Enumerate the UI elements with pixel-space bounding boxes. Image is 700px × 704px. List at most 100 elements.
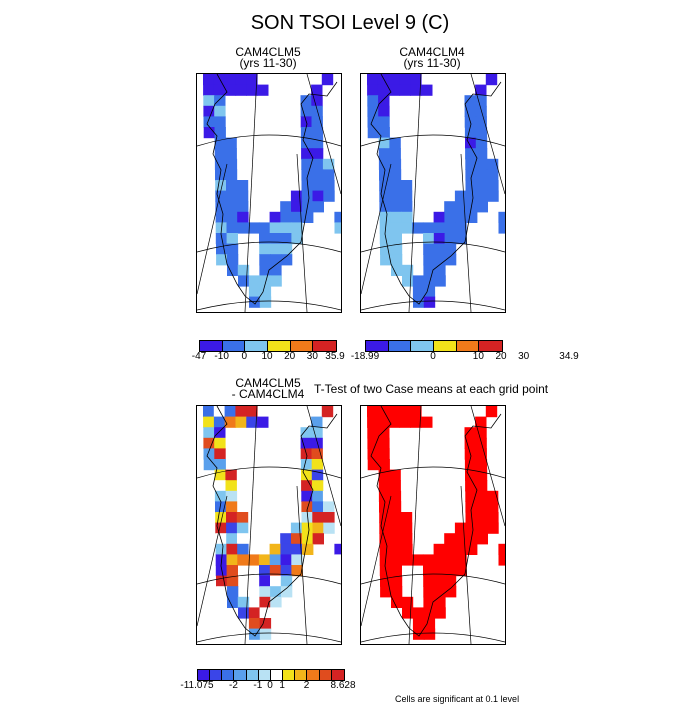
grid-cell (378, 116, 390, 128)
case1-map (197, 74, 341, 312)
grid-cell (312, 201, 324, 213)
grid-cell (455, 554, 467, 566)
grid-cell (257, 84, 269, 96)
grid-cell (402, 607, 414, 619)
colorbar-tick-label: 30 (306, 351, 318, 362)
grid-cell (312, 522, 324, 534)
grid-cell (269, 565, 282, 577)
grid-cell (423, 233, 435, 245)
grid-cell (455, 565, 467, 577)
grid-cell (301, 148, 313, 160)
grid-cell (475, 480, 488, 492)
grid-cell (475, 105, 487, 117)
meridian-line (244, 74, 258, 312)
grid-cell (400, 190, 413, 202)
grid-cell (226, 533, 238, 545)
grid-cell (412, 607, 425, 619)
grid-cell (388, 416, 401, 428)
grid-cell (259, 296, 272, 308)
grid-cell (413, 296, 425, 308)
grid-cell (433, 543, 445, 555)
grid-cell (323, 522, 335, 534)
grid-cell (380, 243, 392, 255)
grid-cell (423, 565, 435, 577)
grid-cell (321, 74, 334, 86)
grid-cell (423, 296, 436, 308)
grid-cell (399, 84, 411, 96)
case2-title-line1: CAM4CLM4 (399, 45, 465, 59)
grid-cell (423, 275, 435, 287)
grid-cell (422, 222, 435, 234)
coastline (206, 74, 338, 305)
grid-cell (476, 201, 488, 213)
grid-cell (215, 512, 227, 524)
grid-cell (367, 127, 380, 139)
grid-cell (213, 84, 226, 96)
page-title: SON TSOI Level 9 (C) (250, 12, 450, 34)
grid-cell (389, 490, 402, 502)
grid-cell (367, 437, 379, 449)
grid-cell (434, 275, 446, 287)
meridian-line (361, 495, 392, 627)
grid-cell (485, 74, 498, 86)
colorbar-tick-label: 10 (472, 351, 484, 362)
colorbar-tick-label: -18.99 (350, 351, 380, 362)
grid-cell (412, 286, 425, 298)
grid-cell (464, 427, 476, 439)
grid-cell (455, 211, 467, 223)
grid-cell (214, 95, 226, 107)
grid-cell (380, 254, 392, 266)
colorbar-swatch-0 (198, 670, 211, 680)
grid-cell (311, 416, 323, 428)
grid-cell (280, 254, 293, 266)
grid-cell (421, 84, 433, 96)
grid-cell (367, 116, 379, 128)
colorbar-tick-label: 0 (241, 351, 248, 362)
grid-cell (203, 416, 215, 428)
grid-cell (246, 84, 258, 96)
colorbar-swatch-10 (319, 670, 332, 680)
latitude-line (361, 300, 505, 311)
colorbar-tick-label: 30 (518, 351, 530, 362)
grid-cell (270, 586, 282, 598)
grid-cell (246, 406, 258, 418)
grid-cell (259, 565, 271, 577)
grid-cell (302, 211, 314, 223)
grid-cell (476, 190, 488, 202)
grid-cell (301, 180, 313, 192)
grid-cell (379, 180, 391, 192)
grid-cell (380, 586, 392, 598)
colorbar-tick-label: -1 (253, 680, 263, 691)
grid-cell (301, 169, 313, 181)
grid-cell (378, 427, 390, 439)
grid-cell (401, 533, 413, 545)
grid-cell (434, 254, 446, 266)
grid-cell (224, 406, 236, 418)
grid-cell (225, 148, 237, 160)
grid-cell (225, 169, 238, 181)
grid-cell (280, 222, 292, 234)
grid-cell (248, 286, 261, 298)
grid-cell (214, 459, 226, 471)
case2-title: CAM4CLM4 (yrs 11-30) (360, 45, 504, 69)
grid-cell (323, 501, 335, 513)
grid-cell (203, 406, 215, 418)
grid-cell (280, 243, 293, 255)
grid-cell (466, 543, 478, 555)
colorbar-swatch-4 (246, 670, 259, 680)
grid-cell (270, 243, 282, 255)
grid-cell (390, 565, 402, 577)
colorbar-swatch-4 (290, 341, 314, 351)
grid-cell (389, 137, 401, 149)
grid-cell (433, 222, 446, 234)
meridian-line (296, 485, 308, 644)
grid-cell (367, 406, 379, 418)
grid-cell (215, 543, 227, 555)
grid-cell (423, 618, 436, 630)
grid-cell (249, 296, 261, 308)
colorbar-swatch-1 (210, 670, 223, 680)
colorbar-tick-label: 20 (284, 351, 296, 362)
grid-cell (434, 243, 446, 255)
grid-cell (312, 190, 324, 202)
grid-cell (433, 233, 446, 245)
